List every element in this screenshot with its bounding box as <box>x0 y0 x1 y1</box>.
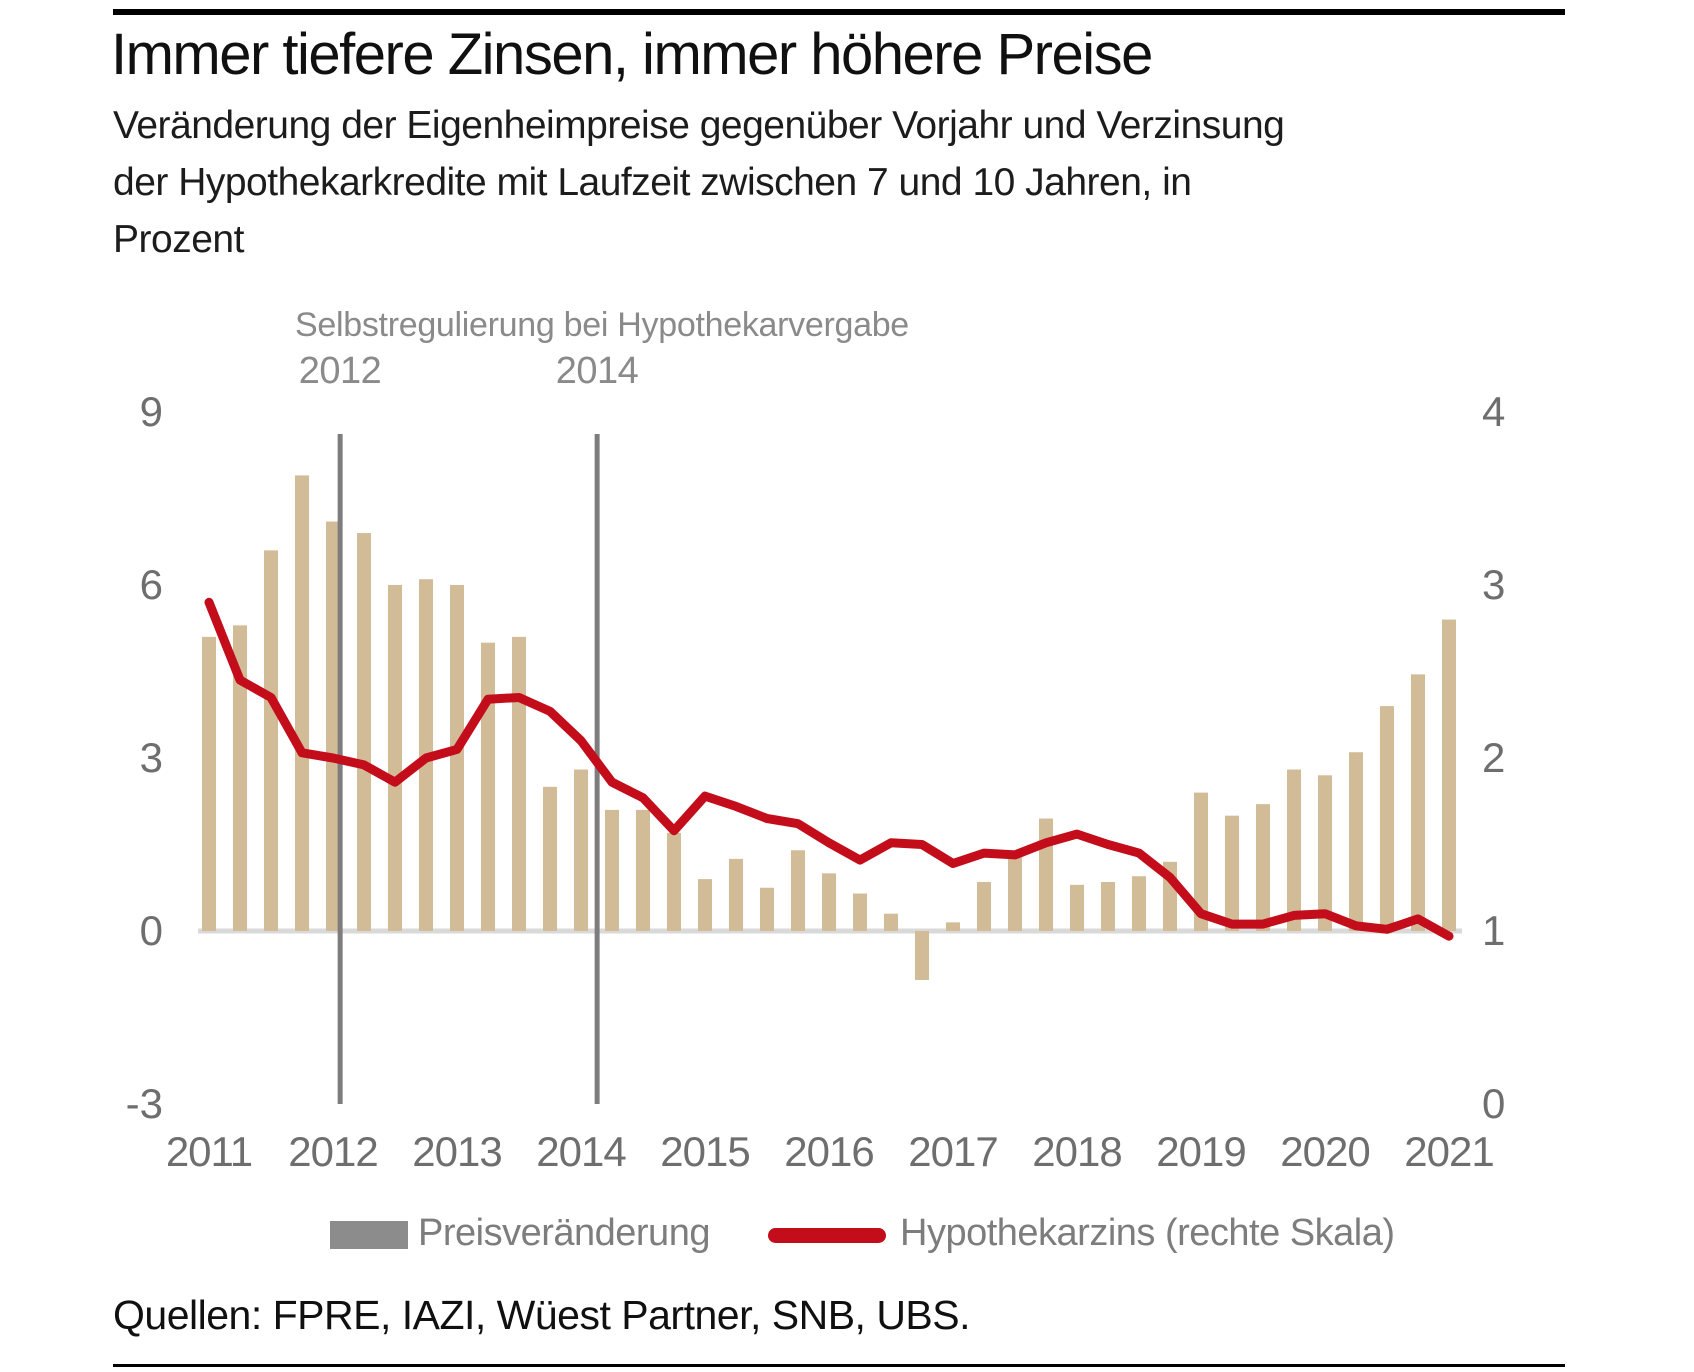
rate-line <box>204 597 1454 941</box>
price-bar <box>295 475 309 931</box>
right-axis-tick: 3 <box>1482 561 1505 608</box>
annotation-label: Selbstregulierung bei Hypothekarvergabe <box>295 306 909 344</box>
right-axis-tick: 4 <box>1482 388 1505 435</box>
x-axis-year-label: 2015 <box>660 1128 749 1175</box>
annotation-year-2014: 2014 <box>555 350 639 392</box>
x-axis-year-label: 2019 <box>1156 1128 1245 1175</box>
legend-line-label: Hypothekarzins (rechte Skala) <box>900 1212 1395 1254</box>
right-axis-tick: 0 <box>1482 1080 1505 1127</box>
price-bar <box>1411 674 1425 931</box>
price-bar <box>1380 706 1394 931</box>
price-bar <box>1132 876 1146 931</box>
price-bar <box>1070 884 1084 931</box>
price-bar <box>264 550 278 931</box>
top-rule <box>113 9 1565 15</box>
bottom-rule <box>113 1364 1565 1367</box>
x-axis-year-label: 2012 <box>288 1128 377 1175</box>
price-bar <box>667 832 681 931</box>
right-axis-tick: 1 <box>1482 907 1505 954</box>
price-bar <box>977 881 991 931</box>
price-bar <box>481 642 495 931</box>
source-text: Quellen: FPRE, IAZI, Wüest Partner, SNB,… <box>113 1292 971 1338</box>
price-bar <box>512 636 526 931</box>
x-axis-year-label: 2020 <box>1280 1128 1369 1175</box>
price-bar <box>698 879 712 931</box>
left-axis-tick: 0 <box>140 907 163 954</box>
price-bar <box>233 625 247 931</box>
price-bar <box>202 636 216 931</box>
page-title: Immer tiefere Zinsen, immer höhere Preis… <box>111 22 1153 87</box>
price-bar <box>791 850 805 931</box>
price-bar <box>915 931 929 981</box>
subtitle-line-2: der Hypothekarkredite mit Laufzeit zwisc… <box>113 161 1192 204</box>
subtitle-line-1: Veränderung der Eigenheimpreise gegenübe… <box>113 104 1285 147</box>
price-bar <box>574 769 588 931</box>
legend-bar-label: Preisveränderung <box>418 1212 710 1254</box>
x-axis-year-label: 2014 <box>536 1128 626 1175</box>
x-axis-year-label: 2018 <box>1032 1128 1121 1175</box>
price-bar <box>1318 775 1332 931</box>
price-bar <box>1225 815 1239 931</box>
price-bar <box>822 873 836 931</box>
legend-line-swatch <box>768 1228 886 1243</box>
price-bar <box>326 521 340 931</box>
left-axis-tick: 3 <box>140 734 163 781</box>
price-bar <box>1349 752 1363 931</box>
subtitle-line-3: Prozent <box>113 218 244 261</box>
price-bar <box>946 922 960 931</box>
price-bar <box>1194 792 1208 931</box>
legend-bar-swatch <box>330 1221 408 1249</box>
left-axis-tick: 6 <box>140 561 163 608</box>
price-bar <box>388 584 402 931</box>
price-bar <box>1008 856 1022 931</box>
x-axis-year-label: 2016 <box>784 1128 873 1175</box>
price-bar <box>1101 881 1115 931</box>
price-bar <box>1287 769 1301 931</box>
price-bar <box>729 858 743 931</box>
left-axis-tick: 9 <box>140 388 163 435</box>
x-axis-year-label: 2013 <box>412 1128 501 1175</box>
x-axis-year-label: 2017 <box>908 1128 997 1175</box>
price-bar <box>760 887 774 931</box>
price-bar <box>1442 619 1456 931</box>
right-axis-tick: 2 <box>1482 734 1505 781</box>
price-bar <box>1039 818 1053 931</box>
price-bar <box>884 913 898 931</box>
price-bar <box>853 893 867 931</box>
price-bar <box>1256 804 1270 931</box>
x-axis-year-label: 2011 <box>166 1128 252 1175</box>
price-bar <box>450 584 464 931</box>
price-bar <box>605 809 619 931</box>
x-axis-year-label: 2021 <box>1404 1128 1493 1175</box>
left-axis-tick: -3 <box>126 1080 163 1127</box>
price-bar <box>543 786 557 931</box>
price-bar <box>357 533 371 931</box>
price-bar <box>636 809 650 931</box>
annotation-year-2012: 2012 <box>298 350 382 392</box>
